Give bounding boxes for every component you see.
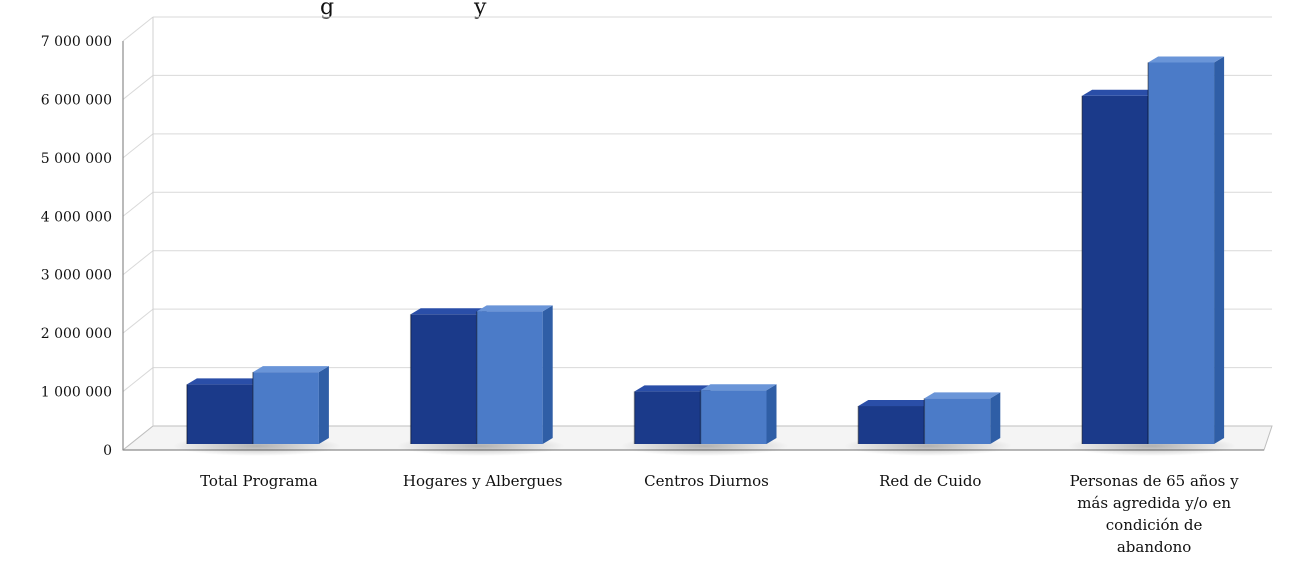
y-tick-label: 6 000 000 xyxy=(41,92,112,108)
bar xyxy=(1081,89,1159,444)
gridline-depth xyxy=(122,16,154,42)
bar-front xyxy=(924,398,991,444)
x-tick-label-line: condición de xyxy=(1106,516,1203,534)
bar-top xyxy=(252,366,329,373)
bar-top xyxy=(1148,56,1225,63)
bar-front xyxy=(858,406,925,444)
x-tick-label: Personas de 65 años y más agredida y/o en… xyxy=(1070,472,1239,556)
x-tick-label-line: más agredida y/o en xyxy=(1077,494,1231,512)
bar-front xyxy=(700,390,767,444)
bar xyxy=(923,392,1001,444)
bar-side xyxy=(766,384,777,444)
x-tick-label-line: Red de Cuido xyxy=(879,472,981,490)
bar-top xyxy=(186,378,263,385)
bar-front xyxy=(410,314,477,444)
bar-top xyxy=(634,385,711,392)
bar-side xyxy=(318,366,329,444)
bar-side xyxy=(990,392,1001,444)
bar-top xyxy=(1082,89,1159,96)
x-tick-label: Centros Diurnos xyxy=(644,472,769,490)
bar-front xyxy=(252,372,319,444)
y-tick-label: 5 000 000 xyxy=(41,151,112,167)
gridline-depth xyxy=(122,133,154,159)
gridline-depth xyxy=(122,75,154,100)
y-tick-label: 0 xyxy=(103,443,112,459)
x-tick-label-line: abandono xyxy=(1117,538,1191,556)
bar-top xyxy=(476,305,553,312)
bar xyxy=(252,366,329,444)
bar xyxy=(857,400,935,444)
bar-front xyxy=(186,384,253,444)
bar-top xyxy=(700,384,777,391)
gridline-depth xyxy=(122,308,154,334)
bar xyxy=(1147,56,1225,445)
bar-side xyxy=(1214,56,1225,445)
x-tick-label: Total Programa xyxy=(200,472,318,490)
bar-front xyxy=(476,311,543,444)
bar xyxy=(186,378,263,444)
bar-side xyxy=(542,305,553,444)
bar-top xyxy=(924,392,1001,399)
bar xyxy=(633,385,711,444)
bar xyxy=(475,305,553,444)
x-tick-label-line: Centros Diurnos xyxy=(644,472,769,490)
bar xyxy=(409,308,487,444)
x-tick-label: Hogares y Albergues xyxy=(403,472,563,490)
labels: 0 1 000 000 2 000 000 3 000 000 4 000 000 5 0… xyxy=(41,34,1239,556)
chart-title: g y xyxy=(320,0,487,20)
gridline-depth xyxy=(122,250,154,276)
y-tick-label: 3 000 000 xyxy=(41,268,112,284)
y-tick-label: 2 000 000 xyxy=(41,326,112,342)
y-tick-label: 7 000 000 xyxy=(41,34,112,50)
bar-front xyxy=(1148,62,1215,445)
bar-top xyxy=(410,308,487,315)
x-tick-label-line: Hogares y Albergues xyxy=(403,472,563,490)
bar-front xyxy=(634,391,701,444)
bar-front xyxy=(1082,95,1149,444)
y-tick-label: 4 000 000 xyxy=(41,209,112,225)
y-tick-label: 1 000 000 xyxy=(41,385,112,401)
x-tick-label-line: Total Programa xyxy=(200,472,318,490)
bar xyxy=(699,384,777,444)
bar-top xyxy=(858,400,935,407)
x-tick-label-line: Personas de 65 años y xyxy=(1070,472,1239,490)
bars xyxy=(172,56,1237,456)
gridline-depth xyxy=(122,367,154,392)
gridline-depth xyxy=(122,191,154,217)
x-tick-label: Red de Cuido xyxy=(879,472,981,490)
